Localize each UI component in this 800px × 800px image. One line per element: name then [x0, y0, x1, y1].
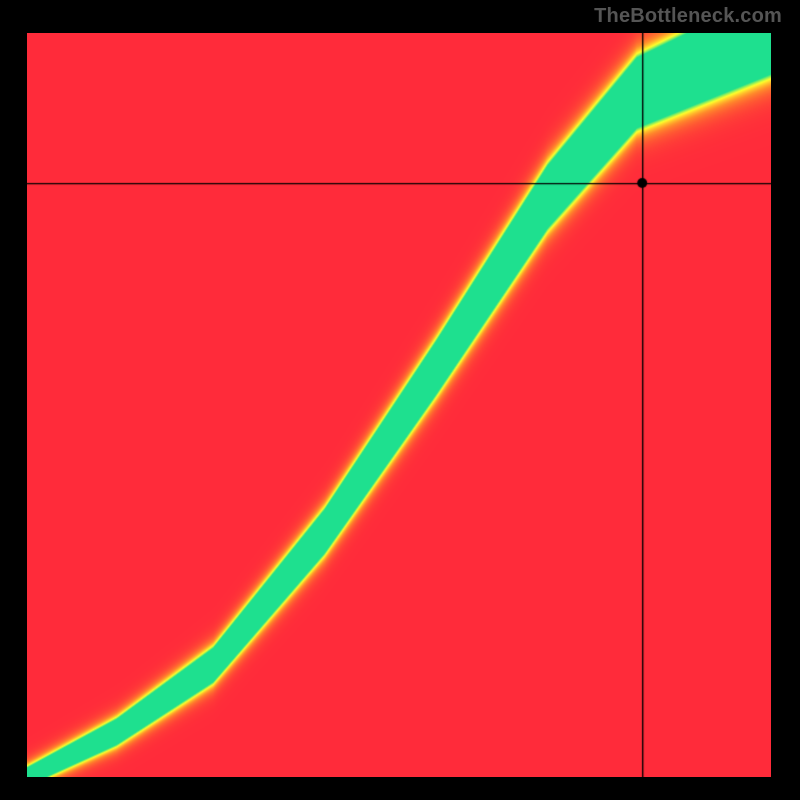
- watermark-text: TheBottleneck.com: [594, 5, 782, 28]
- bottleneck-heatmap: [27, 33, 771, 777]
- chart-container: TheBottleneck.com: [0, 0, 800, 800]
